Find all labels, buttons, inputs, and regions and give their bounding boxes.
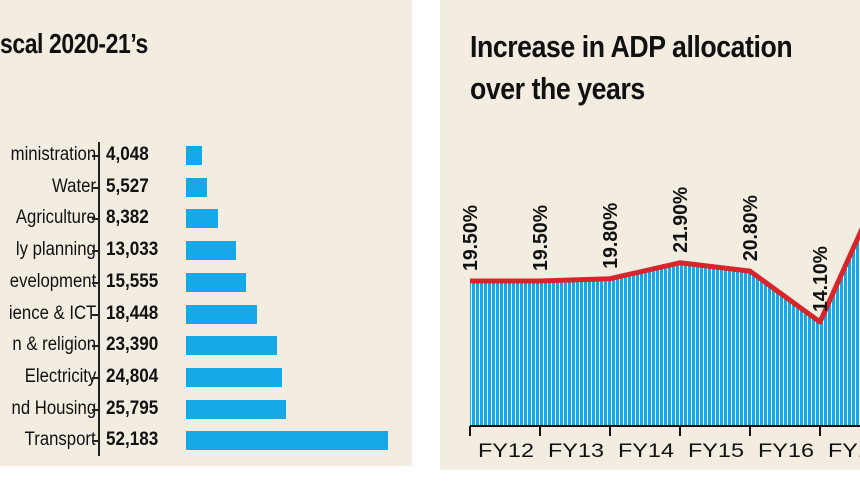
axis-tick — [92, 408, 100, 411]
bar-row: Transport 52,183 — [0, 428, 412, 452]
axis-tick — [92, 376, 100, 379]
series-line — [470, 227, 860, 325]
left-chart-panel: iscal 2020-21’s ministration 4,048 Water 5,… — [0, 0, 412, 466]
axis-tick — [92, 345, 100, 348]
data-label: 20.80% — [740, 195, 762, 261]
bar-row: n & religion 23,390 — [0, 333, 412, 357]
bar-row: evelopment 15,555 — [0, 270, 412, 294]
bar-value-label: 5,527 — [106, 175, 149, 197]
bar-category-label: ly planning — [16, 239, 96, 261]
bar-row: Agriculture 8,382 — [0, 206, 412, 230]
left-chart-title: iscal 2020-21’s — [0, 28, 148, 59]
right-title-line2: over the years — [470, 71, 645, 106]
bar-value-label: 25,795 — [106, 397, 159, 419]
bar-value-label: 52,183 — [106, 429, 159, 451]
bar — [186, 367, 283, 387]
x-axis-label: FY17 — [828, 441, 860, 462]
bar-chart-axis — [98, 142, 100, 456]
adp-area-chart: FY12 FY13 FY14 FY15 FY16 FY17 19.50% 19.50% 19.8… — [460, 187, 860, 462]
bar-category-label: n & religion — [12, 334, 96, 356]
bar — [186, 272, 247, 292]
bar-row: Water 5,527 — [0, 175, 412, 199]
bar-value-label: 13,033 — [106, 239, 159, 261]
bar-row: ly planning 13,033 — [0, 238, 412, 262]
bar-row: ministration 4,048 — [0, 143, 412, 167]
x-axis-label: FY13 — [548, 441, 604, 462]
bar — [186, 399, 286, 419]
bar — [186, 336, 277, 356]
right-chart-panel: Increase in ADP allocation over the years… — [440, 0, 860, 470]
bar — [186, 146, 202, 165]
data-label: 19.80% — [600, 203, 622, 269]
bar-value-label: 18,448 — [106, 302, 159, 324]
bar-value-label: 24,804 — [106, 365, 159, 387]
bar — [186, 304, 258, 324]
bar-category-label: Water — [52, 175, 96, 197]
bar-category-label: nd Housing — [11, 397, 96, 419]
bar-row: Electricity 24,804 — [0, 365, 412, 389]
right-title-line1: Increase in ADP allocation — [470, 29, 793, 64]
bar-row: nd Housing 25,795 — [0, 397, 412, 421]
axis-tick — [92, 155, 100, 157]
bar-value-label: 23,390 — [106, 334, 159, 356]
axis-tick — [92, 313, 100, 316]
axis-tick — [92, 440, 100, 443]
bar-category-label: Electricity — [24, 365, 96, 387]
axis-tick — [92, 218, 100, 221]
bar-category-label: ministration — [10, 144, 96, 165]
x-axis-label: FY14 — [618, 441, 675, 462]
bar — [186, 241, 237, 261]
data-label: 19.50% — [460, 205, 482, 271]
right-chart-title: Increase in ADP allocation over the years — [470, 26, 793, 110]
bar-row: ience & ICT 18,448 — [0, 302, 412, 326]
data-label: 21.90% — [670, 187, 692, 253]
x-axis-label: FY15 — [688, 441, 744, 462]
bar-value-label: 8,382 — [106, 207, 149, 229]
data-label: 19.50% — [530, 205, 552, 271]
bar-category-label: evelopment — [9, 270, 96, 292]
bar-category-label: Transport — [25, 429, 96, 451]
axis-tick — [92, 281, 100, 284]
bar-value-label: 4,048 — [106, 144, 149, 165]
x-axis-label: FY16 — [758, 441, 814, 462]
bar-value-label: 15,555 — [106, 270, 159, 292]
area-fill — [470, 233, 860, 426]
bar — [186, 209, 219, 229]
data-label: 14.10% — [810, 246, 832, 312]
x-axis-label: FY12 — [478, 441, 534, 462]
axis-tick — [92, 250, 100, 253]
axis-tick — [92, 186, 100, 189]
bar-category-label: Agriculture — [16, 207, 96, 229]
bar — [186, 177, 208, 197]
bar — [186, 431, 388, 451]
bar-category-label: ience & ICT — [8, 302, 96, 324]
